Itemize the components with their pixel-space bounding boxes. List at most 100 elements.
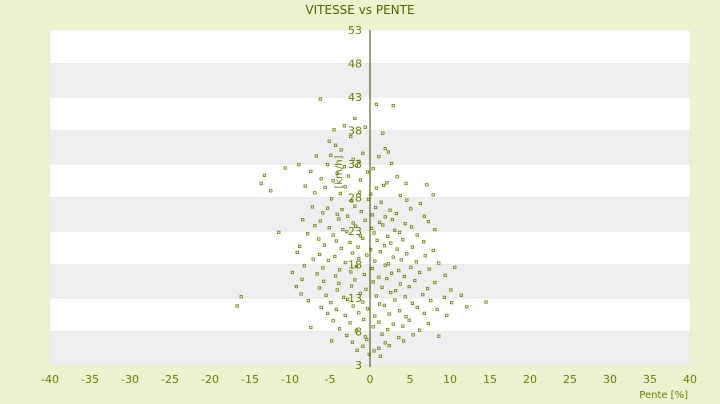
- data-point: [403, 295, 407, 299]
- y-tick-label: 18: [348, 259, 362, 272]
- data-point: [407, 318, 411, 322]
- data-point: [398, 282, 403, 286]
- data-point: [391, 322, 395, 326]
- data-point: [353, 116, 357, 121]
- data-point: [318, 97, 323, 101]
- data-point: [329, 301, 333, 305]
- data-point: [370, 213, 375, 217]
- data-point: [363, 218, 367, 222]
- data-point: [405, 252, 409, 256]
- x-tick-labels: -40 -35 -30 -25 -20 -15 -10 -5 0 5 10 15 20 25 30 35 40: [41, 373, 697, 386]
- data-point: [411, 333, 415, 337]
- data-point: [357, 190, 362, 194]
- data-point: [401, 324, 405, 328]
- data-point: [345, 230, 349, 234]
- data-point: [426, 321, 431, 326]
- data-point: [373, 314, 377, 318]
- data-point: [383, 341, 387, 345]
- y-tick-label: 23: [348, 225, 362, 238]
- data-point: [382, 244, 387, 248]
- x-axis-label: Pente [%]: [639, 390, 688, 400]
- data-point: [377, 320, 381, 324]
- data-point: [338, 191, 343, 196]
- data-point: [294, 285, 299, 289]
- data-point: [373, 205, 378, 210]
- data-point: [395, 247, 399, 251]
- data-point: [405, 198, 409, 202]
- data-point: [300, 277, 304, 281]
- y-axis-label: [km/h]: [334, 155, 345, 188]
- x-tick-label: 40: [683, 373, 697, 386]
- data-point: [358, 234, 363, 238]
- data-point: [349, 270, 353, 274]
- x-tick-label: -15: [241, 373, 259, 386]
- data-point: [361, 317, 366, 322]
- data-point: [329, 197, 334, 201]
- data-point: [413, 278, 417, 283]
- data-point: [459, 293, 463, 297]
- data-point: [331, 179, 335, 183]
- data-point: [339, 246, 343, 251]
- data-point: [383, 263, 387, 267]
- data-point: [351, 157, 355, 161]
- data-point: [397, 335, 401, 340]
- data-point: [409, 225, 414, 229]
- data-point: [382, 303, 387, 307]
- data-point: [388, 208, 392, 212]
- data-point: [346, 174, 351, 178]
- data-point: [343, 185, 347, 189]
- y-tick-label: 33: [348, 158, 362, 171]
- data-point: [415, 233, 419, 237]
- data-point: [398, 193, 403, 198]
- data-point: [393, 228, 397, 232]
- data-point: [302, 264, 307, 268]
- data-point: [425, 287, 430, 291]
- data-point: [377, 346, 381, 350]
- data-point: [399, 258, 403, 262]
- data-point: [453, 265, 457, 269]
- data-point: [337, 217, 341, 221]
- data-point: [397, 230, 402, 234]
- data-point: [431, 248, 435, 253]
- data-point: [350, 251, 355, 255]
- data-point: [351, 221, 355, 225]
- data-point: [421, 293, 425, 297]
- data-point: [310, 205, 315, 209]
- data-point: [379, 200, 383, 204]
- data-point: [358, 178, 363, 182]
- data-point: [414, 260, 419, 264]
- data-point: [372, 231, 376, 235]
- data-point: [371, 167, 375, 171]
- data-point: [371, 280, 375, 284]
- data-point: [377, 220, 382, 224]
- data-point: [431, 193, 435, 197]
- data-point: [385, 234, 390, 238]
- data-point: [383, 146, 387, 151]
- data-point: [391, 255, 395, 259]
- data-point: [354, 329, 359, 333]
- data-point: [342, 124, 347, 128]
- x-tick-label: -30: [121, 373, 139, 386]
- data-point: [415, 305, 419, 309]
- data-point: [374, 294, 379, 298]
- data-point: [356, 245, 360, 249]
- data-point: [409, 207, 413, 211]
- data-point: [348, 240, 352, 244]
- data-point: [381, 131, 385, 135]
- data-point: [325, 206, 330, 210]
- y-tick-label: 38: [348, 125, 362, 138]
- x-tick-label: 15: [483, 373, 497, 386]
- data-point: [329, 153, 333, 157]
- x-tick-label: -35: [81, 373, 99, 386]
- data-point: [315, 272, 319, 276]
- data-point: [395, 175, 399, 179]
- data-point: [343, 313, 347, 318]
- data-point: [385, 276, 389, 281]
- data-point: [290, 270, 295, 275]
- x-tick-label: 20: [523, 373, 537, 386]
- x-tick-label: -25: [161, 373, 179, 386]
- x-tick-label: -5: [325, 373, 336, 386]
- data-point: [374, 186, 379, 190]
- data-point: [407, 285, 411, 289]
- data-point: [380, 285, 384, 289]
